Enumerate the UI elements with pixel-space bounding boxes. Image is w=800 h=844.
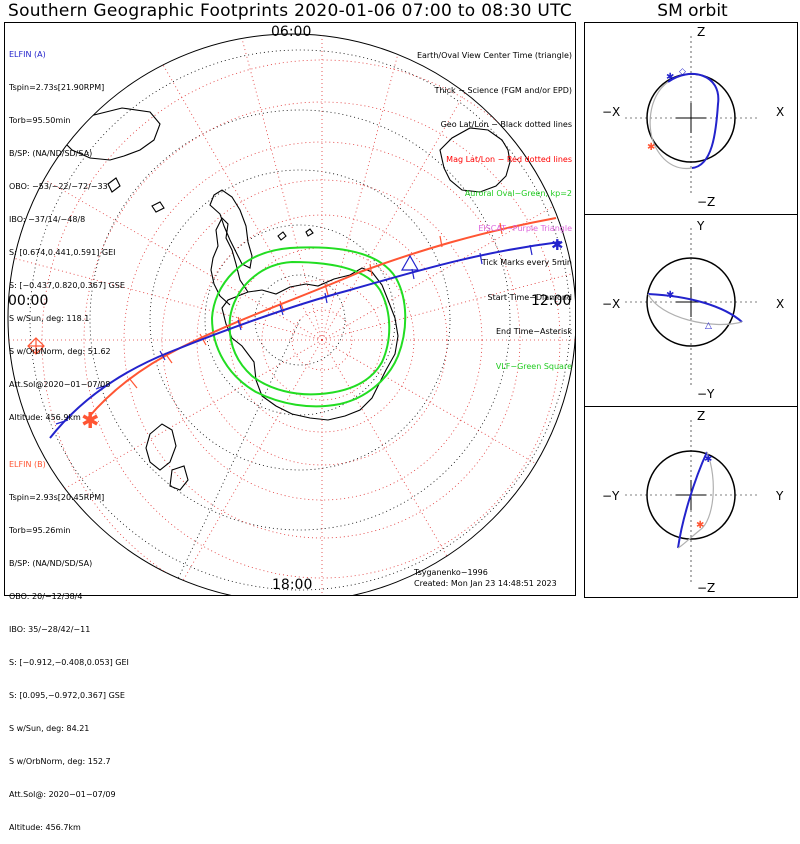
- eiscat-marker: [27, 337, 45, 355]
- elfin-a-line: S w/OrbNorm, deg: 51.62: [9, 347, 111, 356]
- sm-panel-yz: [584, 406, 798, 598]
- svg-text:✱: ✱: [666, 72, 674, 83]
- elfin-a-track: ✱: [49, 236, 564, 439]
- svg-text:◇: ◇: [679, 67, 686, 77]
- view-center-triangle: [400, 254, 420, 271]
- auroral-oval: [210, 246, 407, 408]
- footprint-map-frame: [4, 22, 576, 596]
- sm-orbit-plots: ✱ ✱ ◇ Z −Z −X X ✱ △ Y −Y −X X: [602, 25, 784, 595]
- created-timestamp: Created: Mon Jan 23 14:48:51 2023: [414, 579, 557, 588]
- legend-item: Tick Marks every 5min: [481, 258, 572, 267]
- sm-axis-label: X: [776, 105, 784, 119]
- elfin-a-line: Att.Sol@2020−01−07/08: [9, 380, 111, 389]
- model-credit: Tsyganenko−1996: [414, 568, 488, 577]
- sm-axis-label: −X: [602, 297, 620, 311]
- sm-axis-label: Y: [696, 219, 705, 233]
- clock-label-right: 12:00: [531, 293, 572, 309]
- legend-item: Thick − Science (FGM and/or EPD): [434, 85, 572, 95]
- sm-axis-label: Z: [697, 25, 705, 39]
- sm-plot-xy: ✱ △ Y −Y −X X: [602, 219, 784, 401]
- elfin-b-name: ELFIN (B): [9, 460, 46, 469]
- elfin-b-line: S w/OrbNorm, deg: 152.7: [9, 757, 111, 766]
- elfin-a-line: OBO: −53/−22/−72/−33: [9, 182, 108, 191]
- elfin-a-name: ELFIN (A): [9, 50, 46, 59]
- sm-axis-label: −Y: [697, 387, 715, 401]
- legend-item: Mag Lat/Lon − Red dotted lines: [446, 154, 572, 164]
- elfin-a-info: ELFIN (A) Tspin=2.73s[21.90RPM] Torb=95.…: [9, 27, 125, 434]
- legend-item: Start Time−Diamond: [487, 292, 573, 302]
- elfin-b-line: OBO: 20/−12/38/4: [9, 592, 83, 601]
- elfin-b-line: B/SP: (NA/ND/SD/SA): [9, 559, 93, 568]
- elfin-a-line: IBO: −37/14/−48/8: [9, 215, 86, 224]
- svg-text:△: △: [705, 321, 712, 331]
- legend-item: VLF−Green Square: [495, 361, 572, 371]
- svg-text:✱: ✱: [704, 454, 712, 465]
- earth-horizon-circle: [7, 33, 575, 595]
- sm-axis-label: −X: [602, 105, 620, 119]
- legend-item: End Time−Asterisk: [495, 327, 572, 336]
- clock-label-bottom: 18:00: [272, 577, 313, 593]
- elfin-a-line: Altitude: 456.9km: [9, 413, 81, 422]
- elfin-a-line: Tspin=2.73s[21.90RPM]: [9, 83, 105, 92]
- sm-axis-label: Y: [775, 489, 784, 503]
- coastlines: [59, 107, 511, 491]
- map-legend: Earth/Oval View Center Time (triangle) T…: [417, 27, 572, 384]
- svg-text:✱: ✱: [696, 520, 704, 531]
- clock-label-top: 06:00: [271, 24, 312, 40]
- sm-axis-label: −Z: [697, 581, 715, 595]
- sm-axis-label: −Z: [697, 195, 715, 209]
- clock-label-left: 00:00: [8, 293, 49, 309]
- elfin-b-start-asterisk: ✱: [81, 409, 99, 434]
- sm-plot-yz: ✱ ✱ Z −Z −Y Y: [602, 409, 784, 595]
- elfin-b-line: S: [0.095,−0.972,0.367] GSE: [9, 691, 125, 700]
- legend-item: Geo Lat/Lon − Black dotted lines: [440, 120, 572, 129]
- elfin-b-line: IBO: 35/−28/42/−11: [9, 625, 91, 634]
- elfin-a-line: Torb=95.50min: [9, 116, 71, 125]
- elfin-b-line: Att.Sol@: 2020−01−07/09: [9, 790, 116, 799]
- elfin-b-line: S w/Sun, deg: 84.21: [9, 724, 90, 733]
- legend-item: Earth/Oval View Center Time (triangle): [416, 51, 572, 60]
- svg-text:✱: ✱: [666, 290, 674, 301]
- sm-axis-label: Z: [697, 409, 705, 423]
- svg-text:✱: ✱: [647, 142, 655, 153]
- mag-longitude-grid: [8, 34, 575, 595]
- elfin-a-end-asterisk: ✱: [551, 236, 564, 254]
- polar-map: ✱ ✱: [7, 33, 575, 595]
- elfin-a-line: S w/Sun, deg: 118.1: [9, 314, 90, 323]
- legend-item: EISCAT−Purple Triangle: [478, 223, 572, 233]
- elfin-a-line: S: [0.674,0.441,0.591] GEI: [9, 248, 116, 257]
- legend-item: Auroral Oval−Green, kp=2: [464, 189, 572, 198]
- sm-orbit-title: SM orbit: [657, 1, 728, 21]
- sm-plot-xz: ✱ ✱ ◇ Z −Z −X X: [602, 25, 784, 209]
- elfin-b-track: ✱: [81, 217, 557, 434]
- plot-title: Southern Geographic Footprints 2020-01-0…: [7, 1, 572, 21]
- sm-axis-label: −Y: [602, 489, 620, 503]
- sm-axis-label: X: [776, 297, 784, 311]
- elfin-b-line: Tspin=2.93s[20.45RPM]: [9, 493, 105, 502]
- elfin-b-line: S: [−0.912,−0.408,0.053] GEI: [9, 658, 129, 667]
- elfin-b-line: Altitude: 456.7km: [9, 823, 81, 832]
- elfin-a-line: B/SP: (NA/ND/SD/SA): [9, 149, 93, 158]
- elfin-b-line: Torb=95.26min: [9, 526, 71, 535]
- elfin-a-line: S: [−0.437,0.820,0.367] GSE: [9, 281, 125, 290]
